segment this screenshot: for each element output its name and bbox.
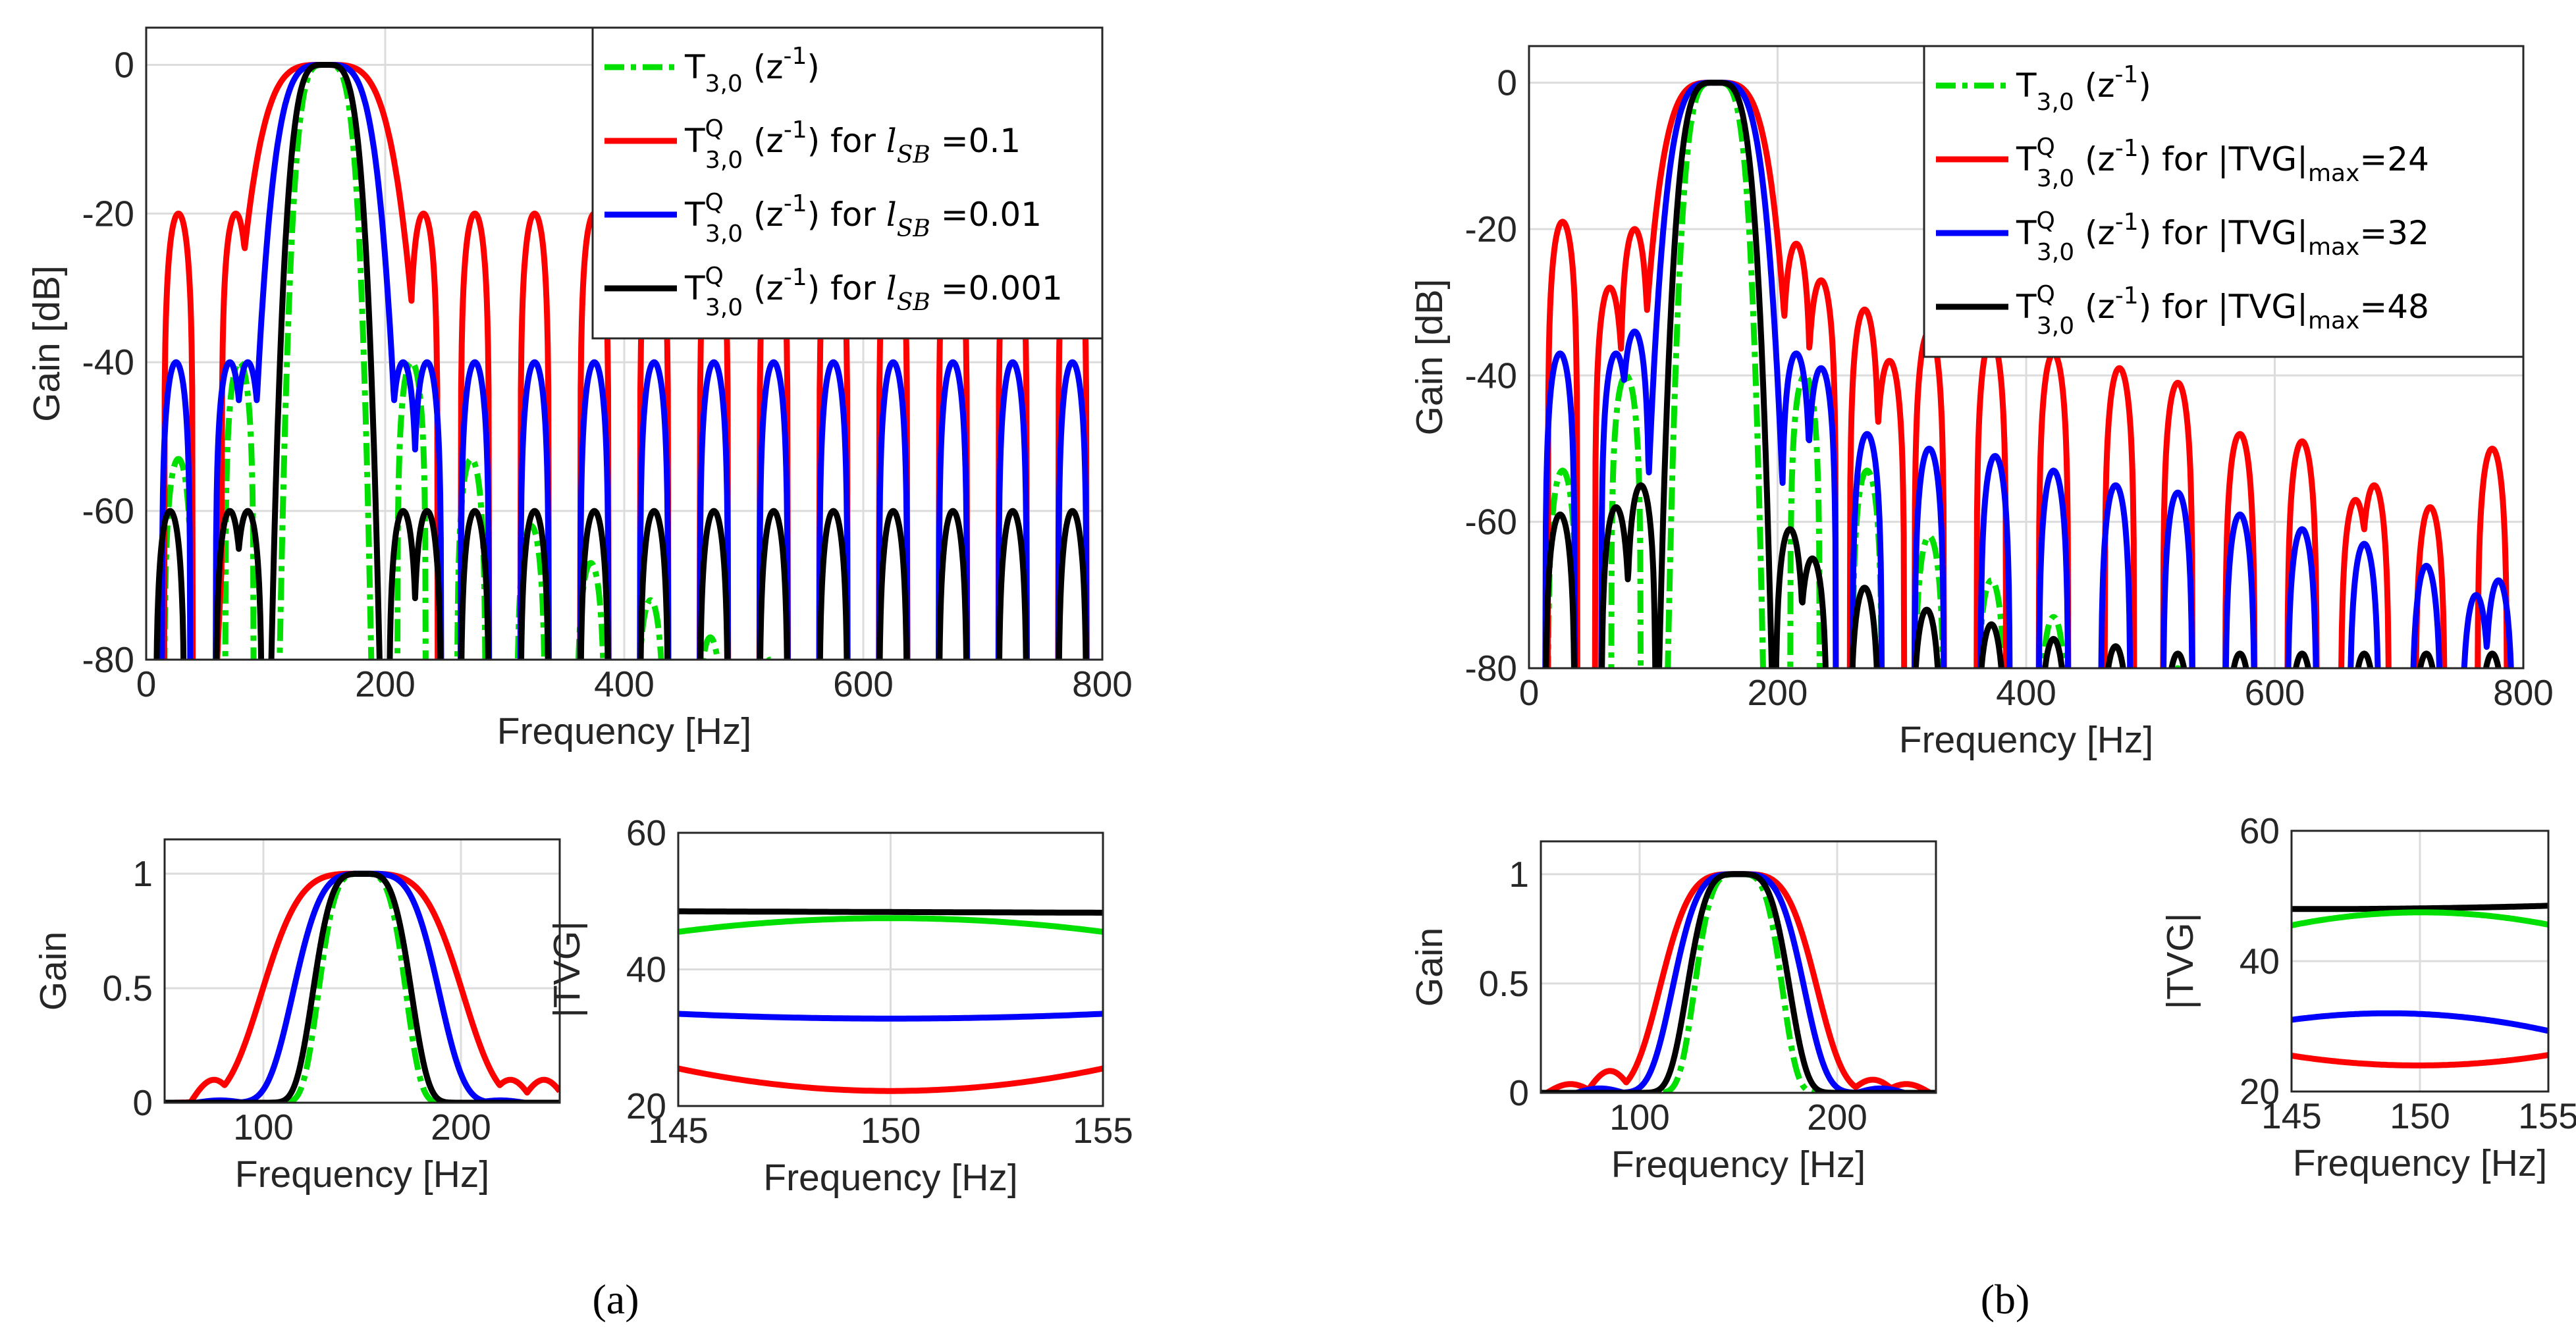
panel-label-b: (b) — [1981, 1276, 2030, 1323]
y-tick-label: -20 — [82, 193, 135, 234]
y-tick-label: 60 — [2240, 810, 2280, 851]
y-tick-label: 0 — [114, 44, 134, 85]
y-tick-label: 1 — [1509, 854, 1529, 895]
x-tick-label: 600 — [833, 664, 894, 704]
y-tick-label: 0 — [132, 1082, 153, 1123]
legend-label-black: TQ 3,0 (z-1) for lSB =0.001 — [684, 263, 1063, 321]
series-line-black — [165, 870, 560, 1103]
legend-label-black: TQ 3,0 (z-1) for |TVG|max=48 — [2016, 281, 2429, 340]
chart-a-gain: 100 200 0 0.5 1 Frequency [Hz] Gain — [32, 838, 561, 1196]
y-tick-label: 40 — [626, 949, 666, 990]
x-tick-label: 200 — [355, 664, 416, 704]
axes-frame — [1540, 840, 1937, 1094]
x-tick-label: 100 — [233, 1107, 294, 1147]
series-group — [2292, 903, 2550, 1068]
series-group — [1541, 871, 1936, 1093]
x-tick-label: 400 — [594, 664, 655, 704]
legend-box — [1923, 45, 2525, 358]
y-tick-label: 40 — [2240, 941, 2280, 982]
x-axis-label: Frequency [Hz] — [235, 1153, 489, 1196]
series-line-green — [678, 915, 1103, 935]
x-tick-label: 150 — [861, 1110, 921, 1151]
series-line-red — [2292, 1052, 2550, 1068]
legend-label-green: T3,0 (z-1) — [2016, 61, 2151, 116]
x-tick-label: 145 — [2261, 1095, 2322, 1136]
x-tick-label: 400 — [1996, 672, 2056, 713]
y-axis-label: Gain — [1409, 928, 1451, 1007]
series-line-black — [1541, 871, 1936, 1093]
y-axis-label: |TVG| — [546, 921, 588, 1018]
legend-label-blue: TQ 3,0 (z-1) for lSB =0.01 — [684, 189, 1042, 248]
legend-b-main: T3,0 (z-1) TQ 3,0 (z-1) for |TVG|max=24 TQ 3… — [1923, 45, 2525, 358]
y-axis-label: Gain — [32, 932, 74, 1011]
x-axis-label: Frequency [Hz] — [763, 1157, 1017, 1199]
x-axis-label: Frequency [Hz] — [497, 710, 751, 752]
y-tick-label: -60 — [82, 490, 135, 531]
series-line-blue — [159, 62, 1090, 660]
plot-area — [1541, 841, 1936, 1093]
chart-b-gain: 100 200 0 0.5 1 Frequency [Hz] Gain — [1409, 840, 1937, 1186]
axes-frame — [163, 838, 561, 1104]
x-axis-label: Frequency [Hz] — [1611, 1144, 1865, 1186]
chart-b-tvg: 145 150 155 20 40 60 Frequency [Hz] |TVG| — [2159, 810, 2576, 1184]
x-tick-label: 145 — [648, 1110, 709, 1151]
series-line-red — [678, 1065, 1103, 1094]
series-group — [678, 908, 1103, 1094]
y-tick-label: -80 — [82, 639, 135, 680]
y-tick-label: 0.5 — [1479, 963, 1529, 1004]
series-line-black — [678, 908, 1103, 916]
y-tick-label: -40 — [82, 342, 135, 382]
y-tick-label: 0.5 — [103, 968, 153, 1009]
y-tick-label: -80 — [1465, 648, 1518, 689]
y-tick-label: 60 — [626, 812, 666, 853]
y-tick-label: 0 — [1509, 1072, 1529, 1113]
legend-a-main: T3,0 (z-1) TQ 3,0 (z-1) for lSB =0.1 TQ 3,0 … — [591, 26, 1104, 340]
y-axis-label: Gain [dB] — [1409, 279, 1451, 436]
x-axis-label: Frequency [Hz] — [1899, 719, 2153, 761]
series-line-black — [1543, 80, 2502, 668]
panel-label-a: (a) — [592, 1276, 639, 1323]
series-line-black — [153, 62, 1089, 660]
y-tick-label: -20 — [1465, 209, 1518, 250]
plot-area — [165, 839, 560, 1103]
series-group — [1542, 80, 2514, 668]
legend-box — [591, 26, 1104, 340]
y-tick-label: -60 — [1465, 502, 1518, 542]
x-tick-label: 0 — [1519, 672, 1540, 713]
x-tick-label: 150 — [2390, 1095, 2450, 1136]
x-tick-label: 200 — [1748, 672, 1808, 713]
series-line-blue — [1542, 80, 2514, 668]
axes-frame — [677, 831, 1104, 1107]
series-line-blue — [2292, 1010, 2550, 1034]
series-line-black — [2292, 903, 2550, 912]
x-tick-label: 800 — [2493, 672, 2554, 713]
series-line-blue — [678, 1011, 1103, 1022]
y-tick-label: -40 — [1465, 355, 1518, 396]
y-axis-label: Gain [dB] — [26, 265, 68, 422]
x-tick-label: 200 — [431, 1107, 491, 1147]
x-tick-label: 100 — [1609, 1097, 1670, 1138]
legend-label-red: TQ 3,0 (z-1) for lSB =0.1 — [684, 115, 1021, 174]
series-line-green — [2292, 909, 2550, 928]
x-tick-label: 0 — [136, 664, 157, 704]
x-axis-label: Frequency [Hz] — [2293, 1142, 2547, 1184]
x-tick-label: 155 — [2518, 1095, 2576, 1136]
x-tick-label: 600 — [2245, 672, 2305, 713]
x-tick-label: 800 — [1072, 664, 1133, 704]
y-tick-label: 0 — [1497, 63, 1517, 103]
legend-label-green: T3,0 (z-1) — [684, 43, 820, 97]
chart-a-tvg: 145 150 155 20 40 60 Frequency [Hz] |TVG| — [546, 812, 1133, 1199]
x-tick-label: 200 — [1807, 1097, 1867, 1138]
legend-label-red: TQ 3,0 (z-1) for |TVG|max=24 — [2016, 134, 2429, 192]
x-tick-label: 155 — [1073, 1110, 1133, 1151]
legend-label-blue: TQ 3,0 (z-1) for |TVG|max=32 — [2016, 207, 2429, 266]
y-tick-label: 20 — [2240, 1071, 2280, 1112]
axes-frame — [2290, 830, 2550, 1093]
y-axis-label: |TVG| — [2159, 913, 2201, 1010]
y-tick-label: 20 — [626, 1086, 666, 1126]
y-tick-label: 1 — [132, 853, 153, 894]
series-group — [165, 870, 560, 1103]
